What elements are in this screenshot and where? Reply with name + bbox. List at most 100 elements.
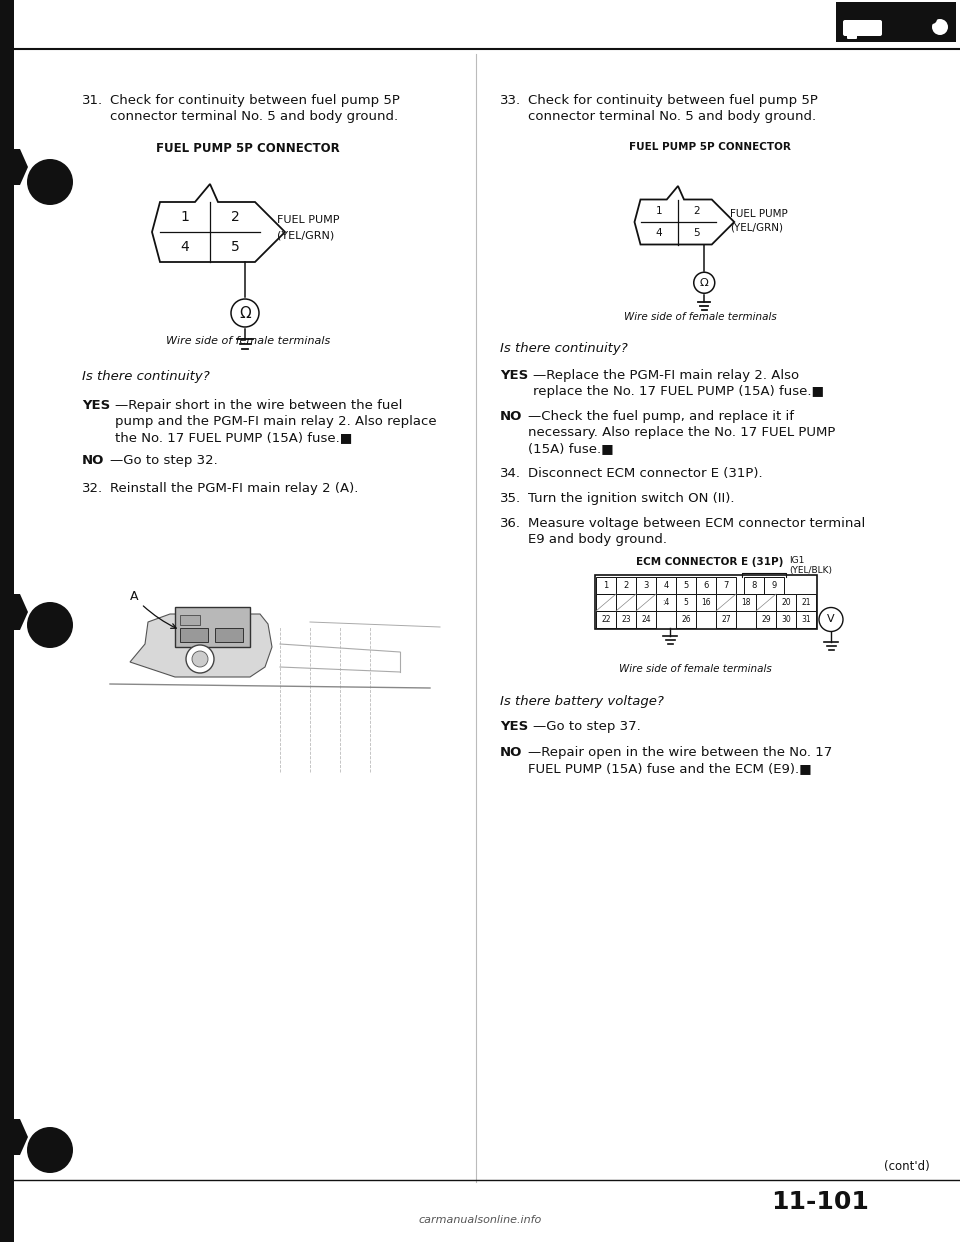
- Bar: [616, 578, 636, 594]
- Text: 11-101: 11-101: [771, 1190, 869, 1213]
- Text: the No. 17 FUEL PUMP (15A) fuse.■: the No. 17 FUEL PUMP (15A) fuse.■: [115, 431, 352, 443]
- Bar: [656, 594, 676, 611]
- Bar: [656, 578, 676, 594]
- Text: A: A: [130, 590, 177, 628]
- Bar: [596, 594, 616, 611]
- Text: Turn the ignition switch ON (II).: Turn the ignition switch ON (II).: [528, 492, 734, 505]
- Text: 29: 29: [761, 615, 771, 623]
- Text: 16: 16: [701, 597, 710, 607]
- Bar: [616, 594, 636, 611]
- Text: 1: 1: [656, 206, 662, 216]
- Text: Ω: Ω: [700, 278, 708, 288]
- Text: 3: 3: [643, 581, 649, 590]
- Polygon shape: [0, 149, 28, 185]
- Bar: [716, 578, 736, 594]
- Text: (cont'd): (cont'd): [884, 1160, 930, 1172]
- Text: —Check the fuel pump, and replace it if: —Check the fuel pump, and replace it if: [528, 410, 794, 424]
- Text: 5: 5: [693, 229, 700, 238]
- Text: 30: 30: [781, 615, 791, 623]
- Text: Wire side of female terminals: Wire side of female terminals: [618, 664, 772, 674]
- Text: —Go to step 37.: —Go to step 37.: [533, 720, 640, 733]
- Circle shape: [932, 19, 948, 35]
- Text: replace the No. 17 FUEL PUMP (15A) fuse.■: replace the No. 17 FUEL PUMP (15A) fuse.…: [533, 385, 824, 397]
- Text: Ω: Ω: [239, 306, 251, 320]
- Text: 24: 24: [641, 615, 651, 623]
- Circle shape: [27, 602, 73, 648]
- Text: necessary. Also replace the No. 17 FUEL PUMP: necessary. Also replace the No. 17 FUEL …: [528, 426, 835, 438]
- Text: 4: 4: [180, 240, 189, 255]
- Bar: [596, 611, 616, 628]
- Text: ECM CONNECTOR E (31P): ECM CONNECTOR E (31P): [636, 556, 783, 568]
- Bar: [736, 594, 756, 611]
- Text: FUEL PUMP 5P CONNECTOR: FUEL PUMP 5P CONNECTOR: [629, 142, 791, 152]
- Text: Check for continuity between fuel pump 5P: Check for continuity between fuel pump 5…: [528, 94, 818, 107]
- Polygon shape: [0, 1119, 28, 1155]
- Text: YES: YES: [500, 369, 528, 383]
- Bar: [676, 578, 696, 594]
- Bar: [796, 611, 816, 628]
- Text: 4: 4: [663, 581, 668, 590]
- Text: :4: :4: [662, 597, 670, 607]
- Circle shape: [694, 272, 715, 293]
- Text: NO: NO: [500, 410, 522, 424]
- Polygon shape: [0, 594, 28, 630]
- Bar: [776, 594, 796, 611]
- Text: 9: 9: [772, 581, 777, 590]
- Text: YES: YES: [500, 720, 528, 733]
- Text: 33.: 33.: [500, 94, 521, 107]
- Text: 22: 22: [601, 615, 611, 623]
- Text: 35.: 35.: [500, 492, 521, 505]
- Text: 8: 8: [752, 581, 756, 590]
- Text: connector terminal No. 5 and body ground.: connector terminal No. 5 and body ground…: [110, 111, 398, 123]
- Text: Is there continuity?: Is there continuity?: [82, 370, 209, 383]
- Bar: [716, 611, 736, 628]
- Text: —Repair open in the wire between the No. 17: —Repair open in the wire between the No.…: [528, 746, 832, 759]
- Text: Wire side of female terminals: Wire side of female terminals: [624, 312, 777, 322]
- Text: 31: 31: [802, 615, 811, 623]
- Text: 32.: 32.: [82, 482, 103, 496]
- Text: 2: 2: [230, 210, 239, 224]
- Text: (YEL/GRN): (YEL/GRN): [277, 230, 334, 240]
- Text: 1: 1: [180, 210, 189, 224]
- Text: IG1
(YEL/BLK): IG1 (YEL/BLK): [789, 555, 832, 575]
- Text: FUEL PUMP (15A) fuse and the ECM (E9).■: FUEL PUMP (15A) fuse and the ECM (E9).■: [528, 763, 811, 775]
- Bar: [756, 594, 776, 611]
- Text: FUEL PUMP: FUEL PUMP: [277, 215, 340, 225]
- Circle shape: [27, 1126, 73, 1172]
- Text: Disconnect ECM connector E (31P).: Disconnect ECM connector E (31P).: [528, 467, 762, 479]
- Text: Is there battery voltage?: Is there battery voltage?: [500, 696, 664, 708]
- Text: 21: 21: [802, 597, 811, 607]
- Bar: [764, 578, 784, 594]
- Polygon shape: [130, 614, 272, 677]
- FancyBboxPatch shape: [847, 29, 857, 39]
- Bar: [215, 628, 243, 642]
- Text: YES: YES: [82, 399, 110, 412]
- Polygon shape: [635, 186, 734, 245]
- FancyBboxPatch shape: [175, 607, 250, 647]
- Circle shape: [192, 651, 208, 667]
- Text: —Replace the PGM-FI main relay 2. Also: —Replace the PGM-FI main relay 2. Also: [533, 369, 799, 383]
- Bar: [180, 615, 200, 625]
- Text: 20: 20: [781, 597, 791, 607]
- Text: 18: 18: [741, 597, 751, 607]
- Bar: [180, 628, 208, 642]
- Text: 5: 5: [684, 581, 688, 590]
- Text: 26: 26: [682, 615, 691, 623]
- Text: Measure voltage between ECM connector terminal: Measure voltage between ECM connector te…: [528, 517, 865, 530]
- Text: Is there continuity?: Is there continuity?: [500, 342, 628, 355]
- Bar: [696, 594, 716, 611]
- Text: (YEL/GRN): (YEL/GRN): [730, 224, 783, 233]
- Bar: [0, 0, 14, 1242]
- Text: (15A) fuse.■: (15A) fuse.■: [528, 442, 613, 455]
- Text: —Repair short in the wire between the fuel: —Repair short in the wire between the fu…: [115, 399, 402, 412]
- Text: E9 and body ground.: E9 and body ground.: [528, 533, 667, 546]
- Text: 7: 7: [723, 581, 729, 590]
- Bar: [756, 611, 776, 628]
- Text: Reinstall the PGM-FI main relay 2 (A).: Reinstall the PGM-FI main relay 2 (A).: [110, 482, 358, 496]
- Text: Wire side of female terminals: Wire side of female terminals: [166, 337, 330, 347]
- Bar: [744, 578, 764, 594]
- Bar: [676, 611, 696, 628]
- Bar: [616, 611, 636, 628]
- Text: 2: 2: [693, 206, 700, 216]
- Text: 5: 5: [230, 240, 239, 255]
